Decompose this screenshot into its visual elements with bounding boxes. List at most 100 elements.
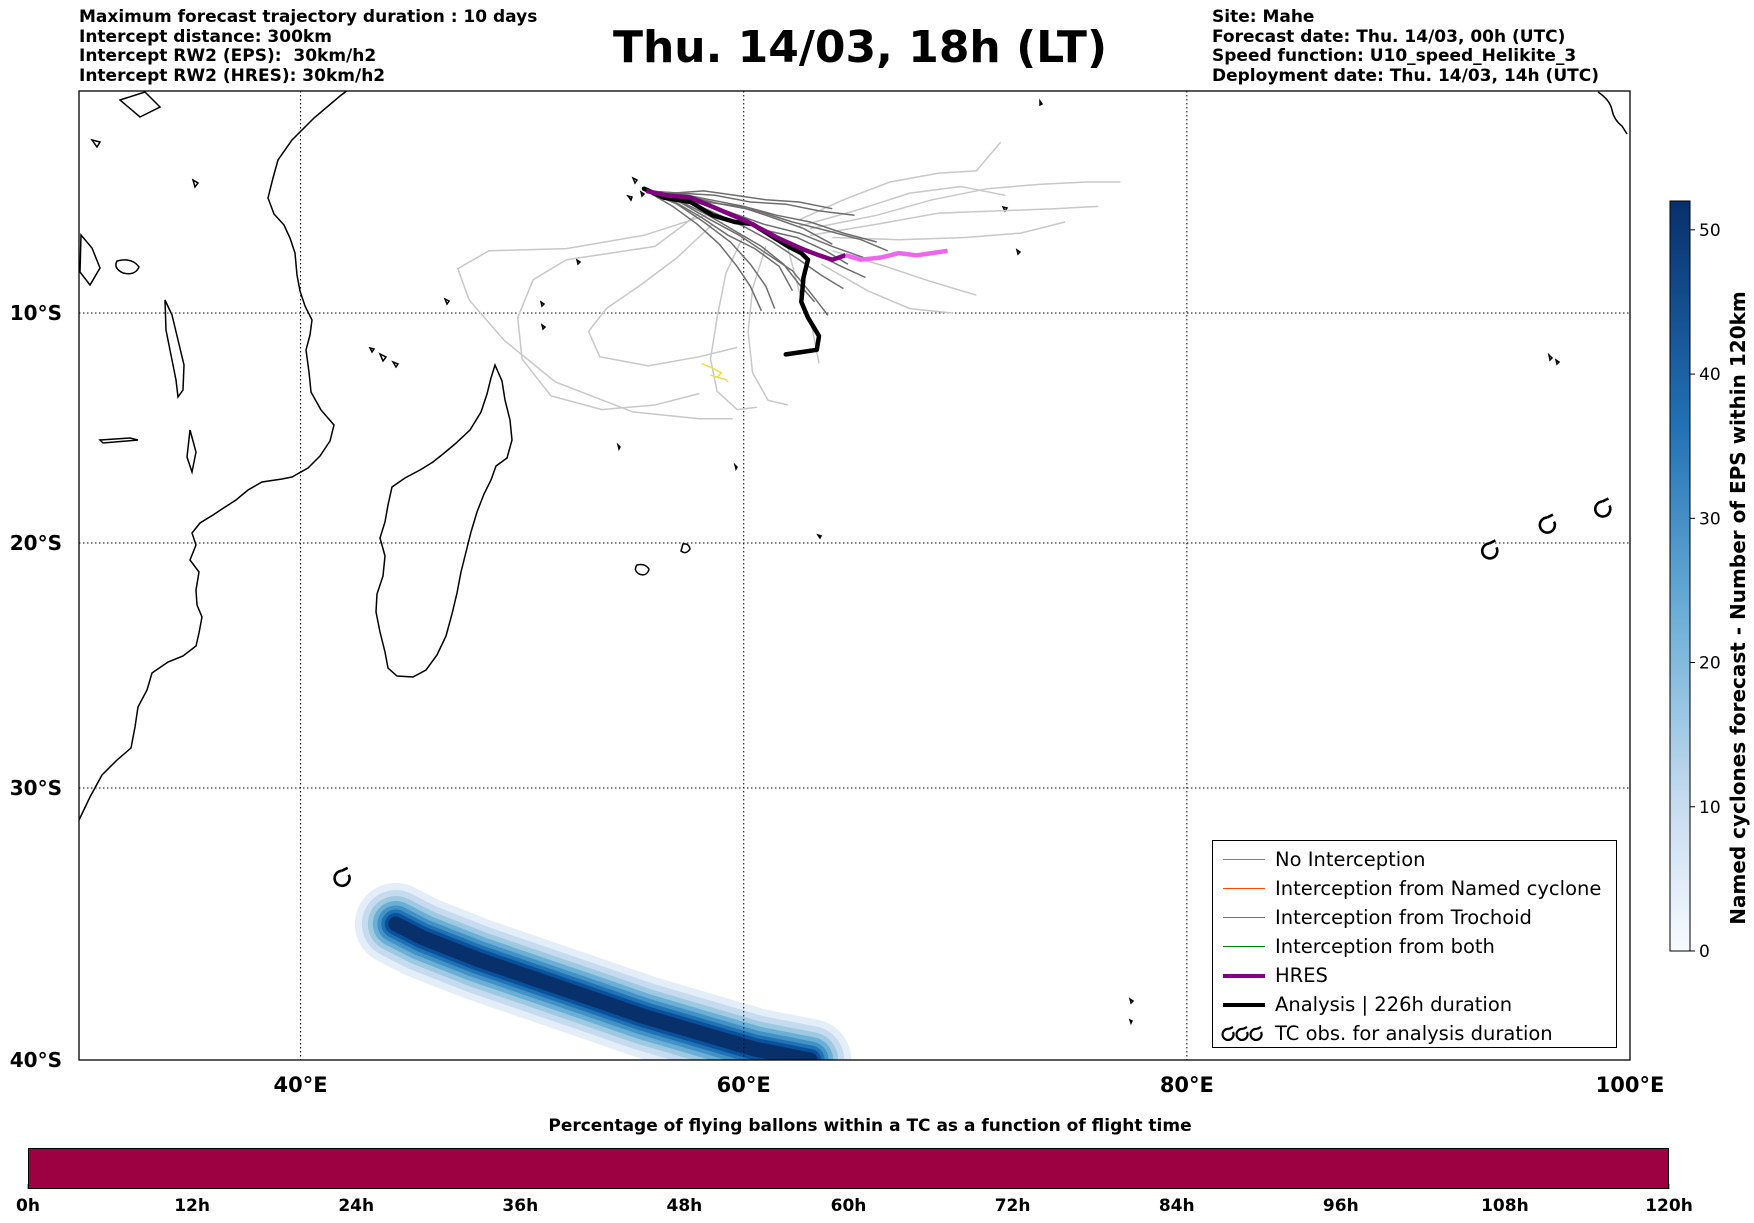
header-speed-function: Speed function: U10_speed_Helikite_3 xyxy=(1212,46,1577,66)
lat-label: 30°S xyxy=(10,776,62,800)
legend-label: Analysis | 226h duration xyxy=(1275,993,1513,1016)
timebar-tick-label: 36h xyxy=(502,1196,538,1216)
page-title: Thu. 14/03, 18h (LT) xyxy=(612,22,1108,73)
timebar-tick-label: 72h xyxy=(995,1196,1031,1216)
lake-victoria xyxy=(115,259,140,275)
header-forecast-date: Forecast date: Thu. 14/03, 00h (UTC) xyxy=(1212,26,1566,47)
legend-label: Interception from Named cyclone xyxy=(1275,877,1602,900)
legend-item-hres: HRES xyxy=(1213,961,1616,990)
tc-symbol-arc xyxy=(1538,516,1557,534)
timebar-tick-label: 84h xyxy=(1159,1196,1195,1216)
eps-trajectory-light xyxy=(587,223,738,367)
timebar-tick-label: 48h xyxy=(667,1196,703,1216)
legend-label: Interception from both xyxy=(1275,935,1495,958)
tc-symbol-tail xyxy=(341,866,349,872)
eps-trajectory-light xyxy=(798,141,1002,221)
colorbar-tick-label: 50 xyxy=(1699,221,1721,241)
eps-trajectory-light xyxy=(832,221,1066,241)
eps-trajectory-light xyxy=(798,185,1006,228)
latitude-labels: 10°S 20°S 30°S 40°S xyxy=(10,301,62,1072)
eps-trajectory xyxy=(646,190,833,245)
header-info-left: Maximum forecast trajectory duration : 1… xyxy=(79,7,538,86)
tc-symbol-arc xyxy=(1480,542,1499,560)
header-intercept-eps: Intercept RW2 (EPS): 30km/h2 xyxy=(79,46,377,66)
legend-item-analysis: Analysis | 226h duration xyxy=(1213,990,1616,1019)
legend-item-no-interception: No Interception xyxy=(1213,845,1616,874)
tc-symbol-icon xyxy=(1480,539,1499,560)
colorbar-tick-label: 10 xyxy=(1699,798,1721,818)
tc-symbol-tail xyxy=(1546,513,1554,519)
graticule xyxy=(79,91,1630,1060)
tc-symbol-icon xyxy=(333,866,351,888)
eps-trajectory-light xyxy=(709,234,758,411)
small-islands-east xyxy=(1001,98,1561,1025)
header-intercept-distance: Intercept distance: 300km xyxy=(79,26,332,47)
colorbar-tick-label: 20 xyxy=(1699,654,1721,674)
colorbar-ticks: 0 10 20 30 40 50 xyxy=(1690,221,1721,962)
header-max-duration: Maximum forecast trajectory duration : 1… xyxy=(79,7,538,27)
africa-coastline xyxy=(79,91,348,821)
legend-item-trochoid: Interception from Trochoid xyxy=(1213,903,1616,932)
legend-line-hres xyxy=(1223,974,1265,978)
header-deployment-date: Deployment date: Thu. 14/03, 14h (UTC) xyxy=(1212,65,1599,86)
gulf-islands-north xyxy=(79,91,1628,287)
eps-trajectory xyxy=(645,190,763,312)
legend-line-no-interception xyxy=(1223,859,1265,860)
tc-symbol-icon xyxy=(1538,513,1557,534)
timebar-tick-label: 12h xyxy=(174,1196,210,1216)
timebar-tick-label: 108h xyxy=(1481,1196,1529,1216)
hres-track xyxy=(645,188,847,262)
legend-line-named-cyclone xyxy=(1223,888,1265,889)
lat-label: 10°S xyxy=(10,301,62,325)
mascarene-islands xyxy=(634,533,823,576)
header-site: Site: Mahe xyxy=(1212,7,1315,27)
lon-label: 40°E xyxy=(274,1073,328,1097)
legend: No Interception Interception from Named … xyxy=(1212,840,1617,1048)
header-info-right: Site: Mahe Forecast date: Thu. 14/03, 00… xyxy=(1212,7,1599,86)
eps-trajectory-light xyxy=(516,212,700,411)
timebar-tick-label: 120h xyxy=(1645,1196,1693,1216)
colorbar-tick-label: 0 xyxy=(1699,942,1710,962)
map-frame xyxy=(78,90,1631,1061)
legend-line-both xyxy=(1223,946,1265,947)
tc-symbol-icon xyxy=(1221,1026,1263,1042)
colorbar-tick-label: 40 xyxy=(1699,365,1721,385)
lon-label: 100°E xyxy=(1596,1073,1665,1097)
colorbar-tick-label: 30 xyxy=(1699,509,1721,529)
lake-tanganyika xyxy=(164,299,185,400)
eps-trajectory xyxy=(646,190,877,243)
timebar-tick-label: 24h xyxy=(338,1196,374,1216)
legend-label: Interception from Trochoid xyxy=(1275,906,1532,929)
timebar xyxy=(28,1148,1669,1189)
legend-line-analysis xyxy=(1223,1003,1265,1007)
colorbar-label: Named cyclones forecast - Number of EPS … xyxy=(1726,291,1750,925)
lon-label: 60°E xyxy=(717,1073,771,1097)
legend-label: No Interception xyxy=(1275,848,1426,871)
timebar-tick-label: 60h xyxy=(831,1196,867,1216)
tc-symbol-icon xyxy=(1593,497,1612,518)
analysis-track xyxy=(641,186,822,357)
tc-symbol-arc xyxy=(1593,500,1612,518)
lake-malawi xyxy=(98,429,197,475)
longitude-labels: 40°E 60°E 80°E 100°E xyxy=(274,1073,1665,1097)
eps-trajectory-light xyxy=(810,181,1121,230)
legend-line-trochoid xyxy=(1223,917,1265,918)
timebar-tick-label: 0h xyxy=(16,1196,40,1216)
legend-item-named-cyclone: Interception from Named cyclone xyxy=(1213,874,1616,903)
eps-trajectories-light xyxy=(456,141,1121,420)
eps-trajectory xyxy=(645,190,794,292)
tc-symbol-tail xyxy=(1488,539,1496,545)
hres-track-extension xyxy=(844,248,948,262)
malagasy-atolls xyxy=(443,258,738,472)
lat-label: 40°S xyxy=(10,1048,62,1072)
eps-trajectory-light xyxy=(456,214,733,420)
legend-item-both: Interception from both xyxy=(1213,932,1616,961)
tc-observations xyxy=(333,497,1612,888)
eps-trajectory xyxy=(646,190,855,217)
eps-trajectory xyxy=(645,190,776,309)
eps-trajectory xyxy=(645,190,829,316)
coastlines xyxy=(79,91,1628,1025)
seychelles-islands xyxy=(626,176,646,202)
lat-label: 20°S xyxy=(10,531,62,555)
legend-label: HRES xyxy=(1275,964,1328,987)
